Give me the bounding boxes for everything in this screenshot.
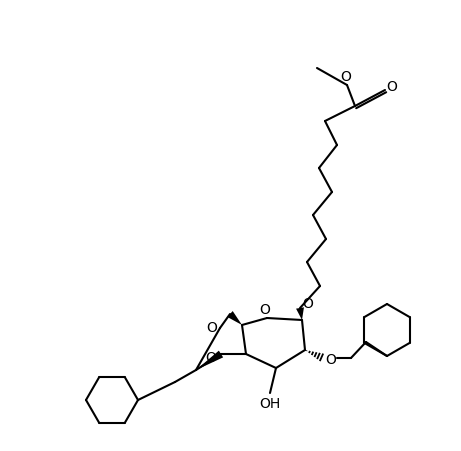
Text: O: O xyxy=(207,321,218,335)
Text: OH: OH xyxy=(260,397,281,411)
Polygon shape xyxy=(296,307,304,320)
Polygon shape xyxy=(227,311,242,325)
Text: O: O xyxy=(302,297,313,311)
Text: O: O xyxy=(260,303,271,317)
Polygon shape xyxy=(196,350,223,370)
Text: O: O xyxy=(325,353,337,367)
Text: O: O xyxy=(387,80,397,94)
Text: O: O xyxy=(206,351,216,365)
Text: O: O xyxy=(341,70,351,84)
